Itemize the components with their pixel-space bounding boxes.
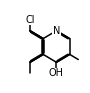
Text: Cl: Cl (25, 15, 35, 25)
Text: N: N (53, 26, 60, 36)
Text: OH: OH (49, 68, 64, 78)
